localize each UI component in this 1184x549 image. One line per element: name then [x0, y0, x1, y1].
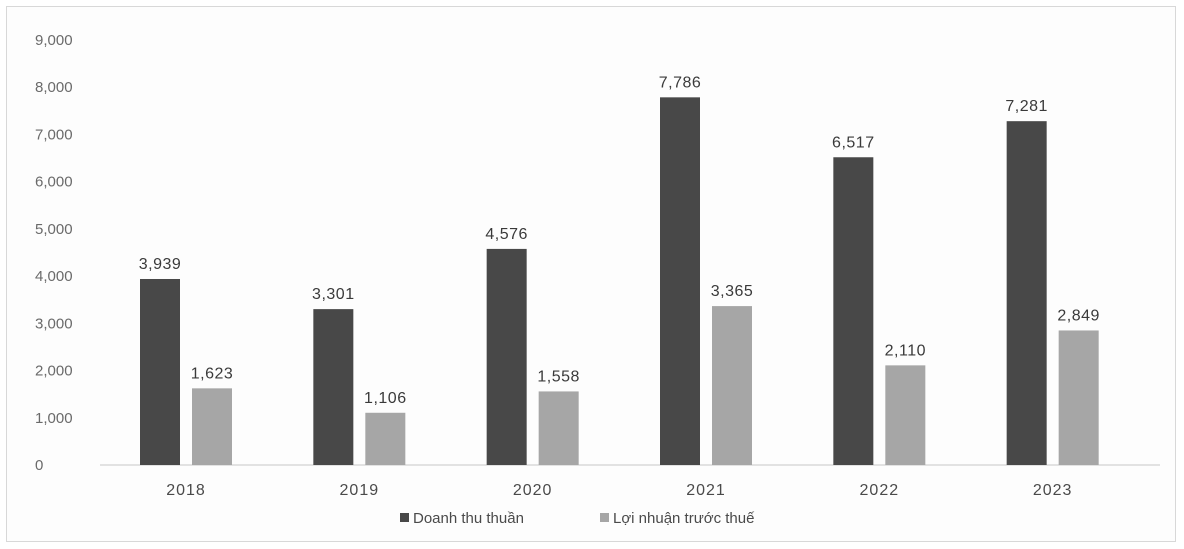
bar-revenue-2023 — [1006, 121, 1047, 466]
data-label: 3,365 — [711, 283, 754, 300]
data-label: 1,623 — [191, 365, 234, 382]
bar-profit-2020 — [538, 391, 579, 465]
legend-swatch — [400, 513, 409, 522]
bar-profit-2021 — [712, 306, 752, 465]
y-tick-label: 8,000 — [35, 79, 73, 96]
bar-revenue-2018 — [140, 278, 180, 465]
data-label: 2,849 — [1057, 307, 1100, 324]
y-tick-label: 0 — [35, 457, 43, 474]
data-label: 1,558 — [537, 368, 580, 385]
y-tick-label: 9,000 — [35, 32, 73, 49]
data-label: 1,106 — [364, 390, 407, 407]
x-tick-label: 2020 — [513, 482, 553, 499]
data-label: 7,281 — [1005, 98, 1048, 115]
y-tick-label: 7,000 — [35, 126, 73, 143]
data-label: 6,517 — [832, 134, 875, 151]
bar-revenue-2019 — [313, 309, 354, 465]
data-label: 3,301 — [312, 286, 355, 303]
x-tick-label: 2023 — [1033, 482, 1073, 499]
data-label: 3,939 — [139, 256, 182, 273]
y-tick-label: 1,000 — [35, 410, 73, 427]
x-tick-label: 2022 — [860, 482, 900, 499]
bar-profit-2023 — [1058, 330, 1099, 465]
bar-profit-2019 — [365, 412, 406, 465]
legend-label: Lợi nhuận trước thuế — [613, 510, 755, 527]
data-label: 7,786 — [659, 74, 702, 91]
y-tick-label: 4,000 — [35, 268, 73, 285]
x-tick-label: 2018 — [166, 482, 206, 499]
y-tick-label: 2,000 — [35, 363, 73, 380]
bar-revenue-2020 — [486, 248, 527, 465]
bar-revenue-2022 — [833, 157, 874, 465]
x-tick-label: 2019 — [340, 482, 380, 499]
legend-label: Doanh thu thuần — [413, 510, 524, 527]
bar-profit-2022 — [885, 365, 926, 465]
data-label: 4,576 — [485, 226, 528, 243]
y-tick-label: 5,000 — [35, 221, 73, 238]
bar-revenue-2021 — [660, 97, 700, 466]
y-tick-label: 3,000 — [35, 315, 73, 332]
data-label: 2,110 — [885, 342, 926, 359]
legend-swatch — [600, 513, 609, 522]
y-tick-label: 6,000 — [35, 174, 73, 191]
bar-profit-2018 — [192, 388, 232, 465]
x-tick-label: 2021 — [686, 482, 726, 499]
